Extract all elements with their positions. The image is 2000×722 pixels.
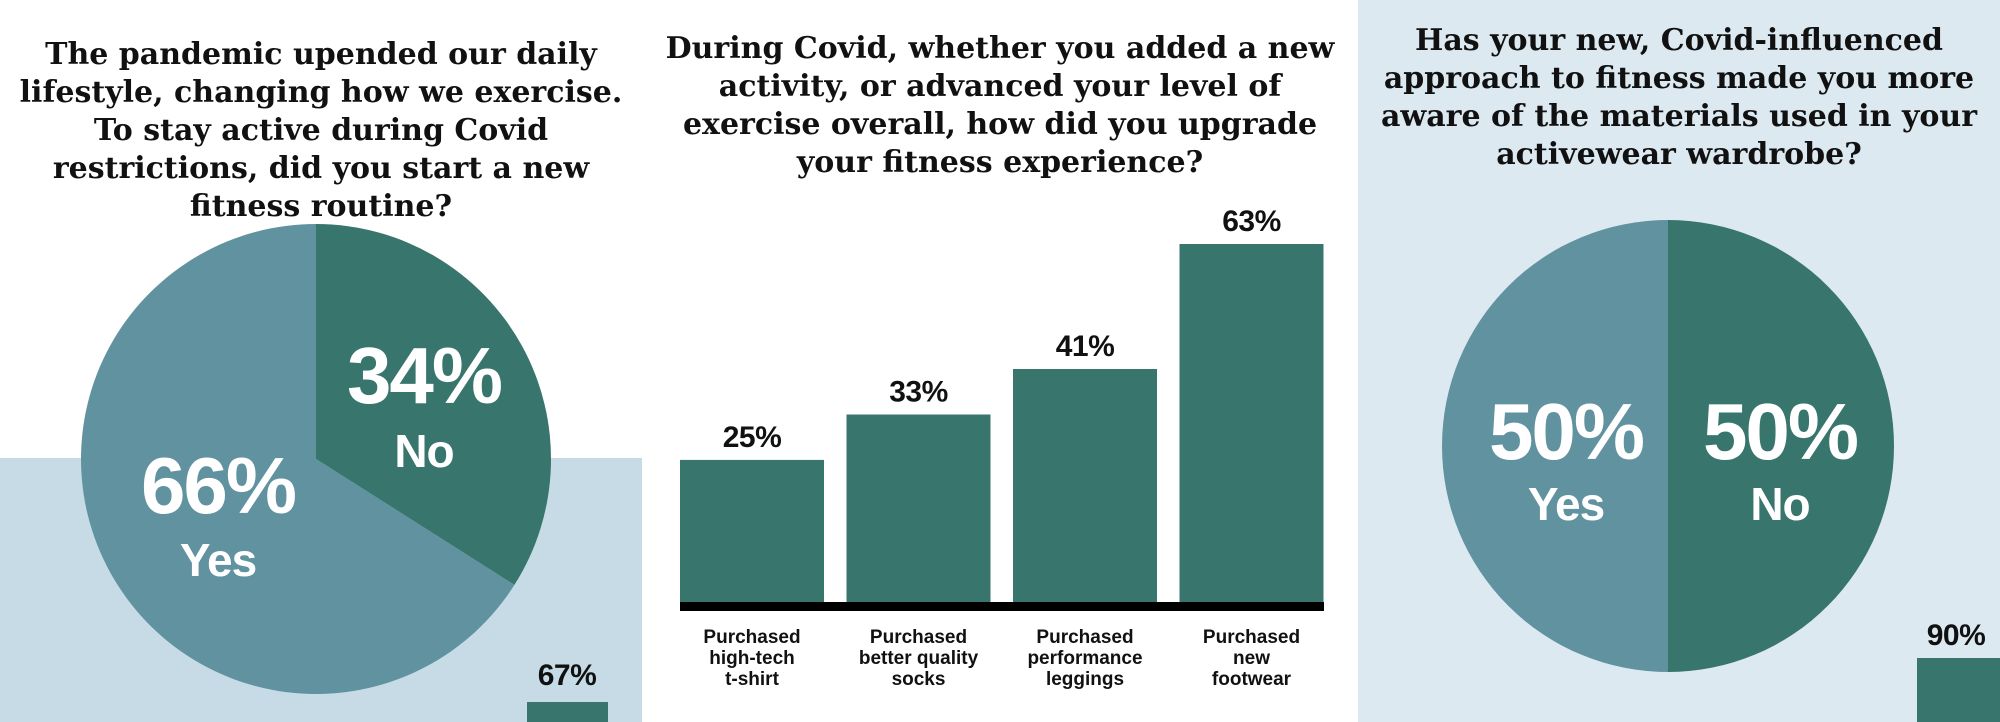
chart-panel-routine: The pandemic upended our daily lifestyle… xyxy=(0,0,642,722)
partial-bar xyxy=(1917,658,2000,722)
slice-percent-no: 34% xyxy=(347,331,502,420)
bar-value-label: 41% xyxy=(1056,330,1115,363)
slice-label-yes: Yes xyxy=(180,534,256,586)
pie-slice-yes xyxy=(1442,220,1668,672)
category-label: Purchased high-tech t-shirt xyxy=(703,627,800,690)
bar-value-label: 33% xyxy=(889,376,948,409)
slice-label-no: No xyxy=(1750,478,1809,530)
partial-bar xyxy=(527,702,608,722)
category-label: Purchased better quality socks xyxy=(859,627,979,690)
chart-title: Has your new, Covid-influenced approach … xyxy=(1380,23,1977,172)
bar-value-label: 63% xyxy=(1222,205,1281,238)
bar xyxy=(1013,369,1157,602)
x-axis-line xyxy=(680,602,1324,611)
pie-chart-routine: 34% No 66% Yes 67% xyxy=(81,224,608,722)
bar xyxy=(680,459,824,602)
bar-value-label: 25% xyxy=(723,421,782,454)
slice-percent-yes: 50% xyxy=(1489,387,1644,476)
pie-slice-no xyxy=(316,224,552,585)
bar-chart-upgrade: 25% 33% 41% 63% Purchased high-tech t-shirt Pu… xyxy=(680,205,1324,690)
pie-chart-materials: 50% No 50% Yes 90% xyxy=(1442,220,2000,722)
chart-title: During Covid, whether you added a new ac… xyxy=(665,31,1335,180)
pie-slice-yes xyxy=(81,224,515,694)
bar xyxy=(846,414,991,602)
slice-percent-no: 50% xyxy=(1703,387,1858,476)
chart-title: The pandemic upended our daily lifestyle… xyxy=(19,37,623,224)
category-label: Purchased new footwear xyxy=(1203,627,1300,690)
slice-label-yes: Yes xyxy=(1528,478,1604,530)
partial-bar-label: 67% xyxy=(538,659,597,692)
category-label: Purchased performance leggings xyxy=(1027,627,1142,690)
pie-slice-no xyxy=(1668,220,1894,672)
partial-bar-label: 90% xyxy=(1927,619,1986,652)
slice-percent-yes: 66% xyxy=(141,441,296,530)
slice-label-no: No xyxy=(394,425,453,477)
chart-panel-upgrade: During Covid, whether you added a new ac… xyxy=(642,0,1358,722)
chart-panel-materials: Has your new, Covid-influenced approach … xyxy=(1358,0,2000,722)
bar xyxy=(1179,244,1324,602)
